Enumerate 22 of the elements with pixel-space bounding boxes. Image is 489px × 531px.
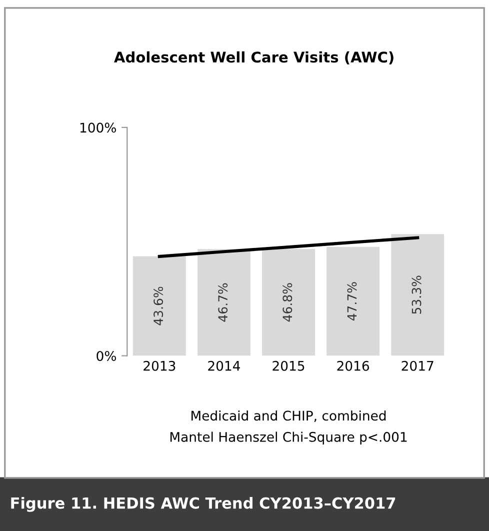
y-tick-label: 0%: [96, 350, 116, 361]
data-label: 47.7%: [347, 282, 357, 321]
text: Mantel Haenszel Chi-Square p<.001: [170, 432, 407, 444]
x-tick-label: 2016: [337, 360, 370, 371]
x-tick-label: 2014: [208, 360, 240, 371]
bar: [132, 256, 186, 356]
bar: [391, 234, 444, 356]
bar: [197, 249, 250, 356]
data-label: 46.8%: [282, 283, 292, 322]
line-series: [158, 236, 420, 258]
data-label: 46.7%: [218, 283, 228, 322]
y-tick-label: 100%: [80, 122, 116, 133]
bar: [326, 246, 380, 356]
data-label: 53.3%: [412, 276, 422, 314]
x-tick-label: 2015: [272, 360, 304, 371]
text: Medicaid and CHIP, combined: [192, 410, 386, 422]
x-tick-label: 2013: [144, 360, 176, 371]
caption: Figure 11. HEDIS AWC Trend CY2013–CY2017: [11, 496, 396, 512]
data-label: 43.6%: [154, 286, 164, 326]
chart-title: Adolescent Well Care Visits (AWC): [114, 51, 394, 64]
x-tick-label: 2017: [402, 360, 434, 371]
bar: [262, 248, 315, 356]
